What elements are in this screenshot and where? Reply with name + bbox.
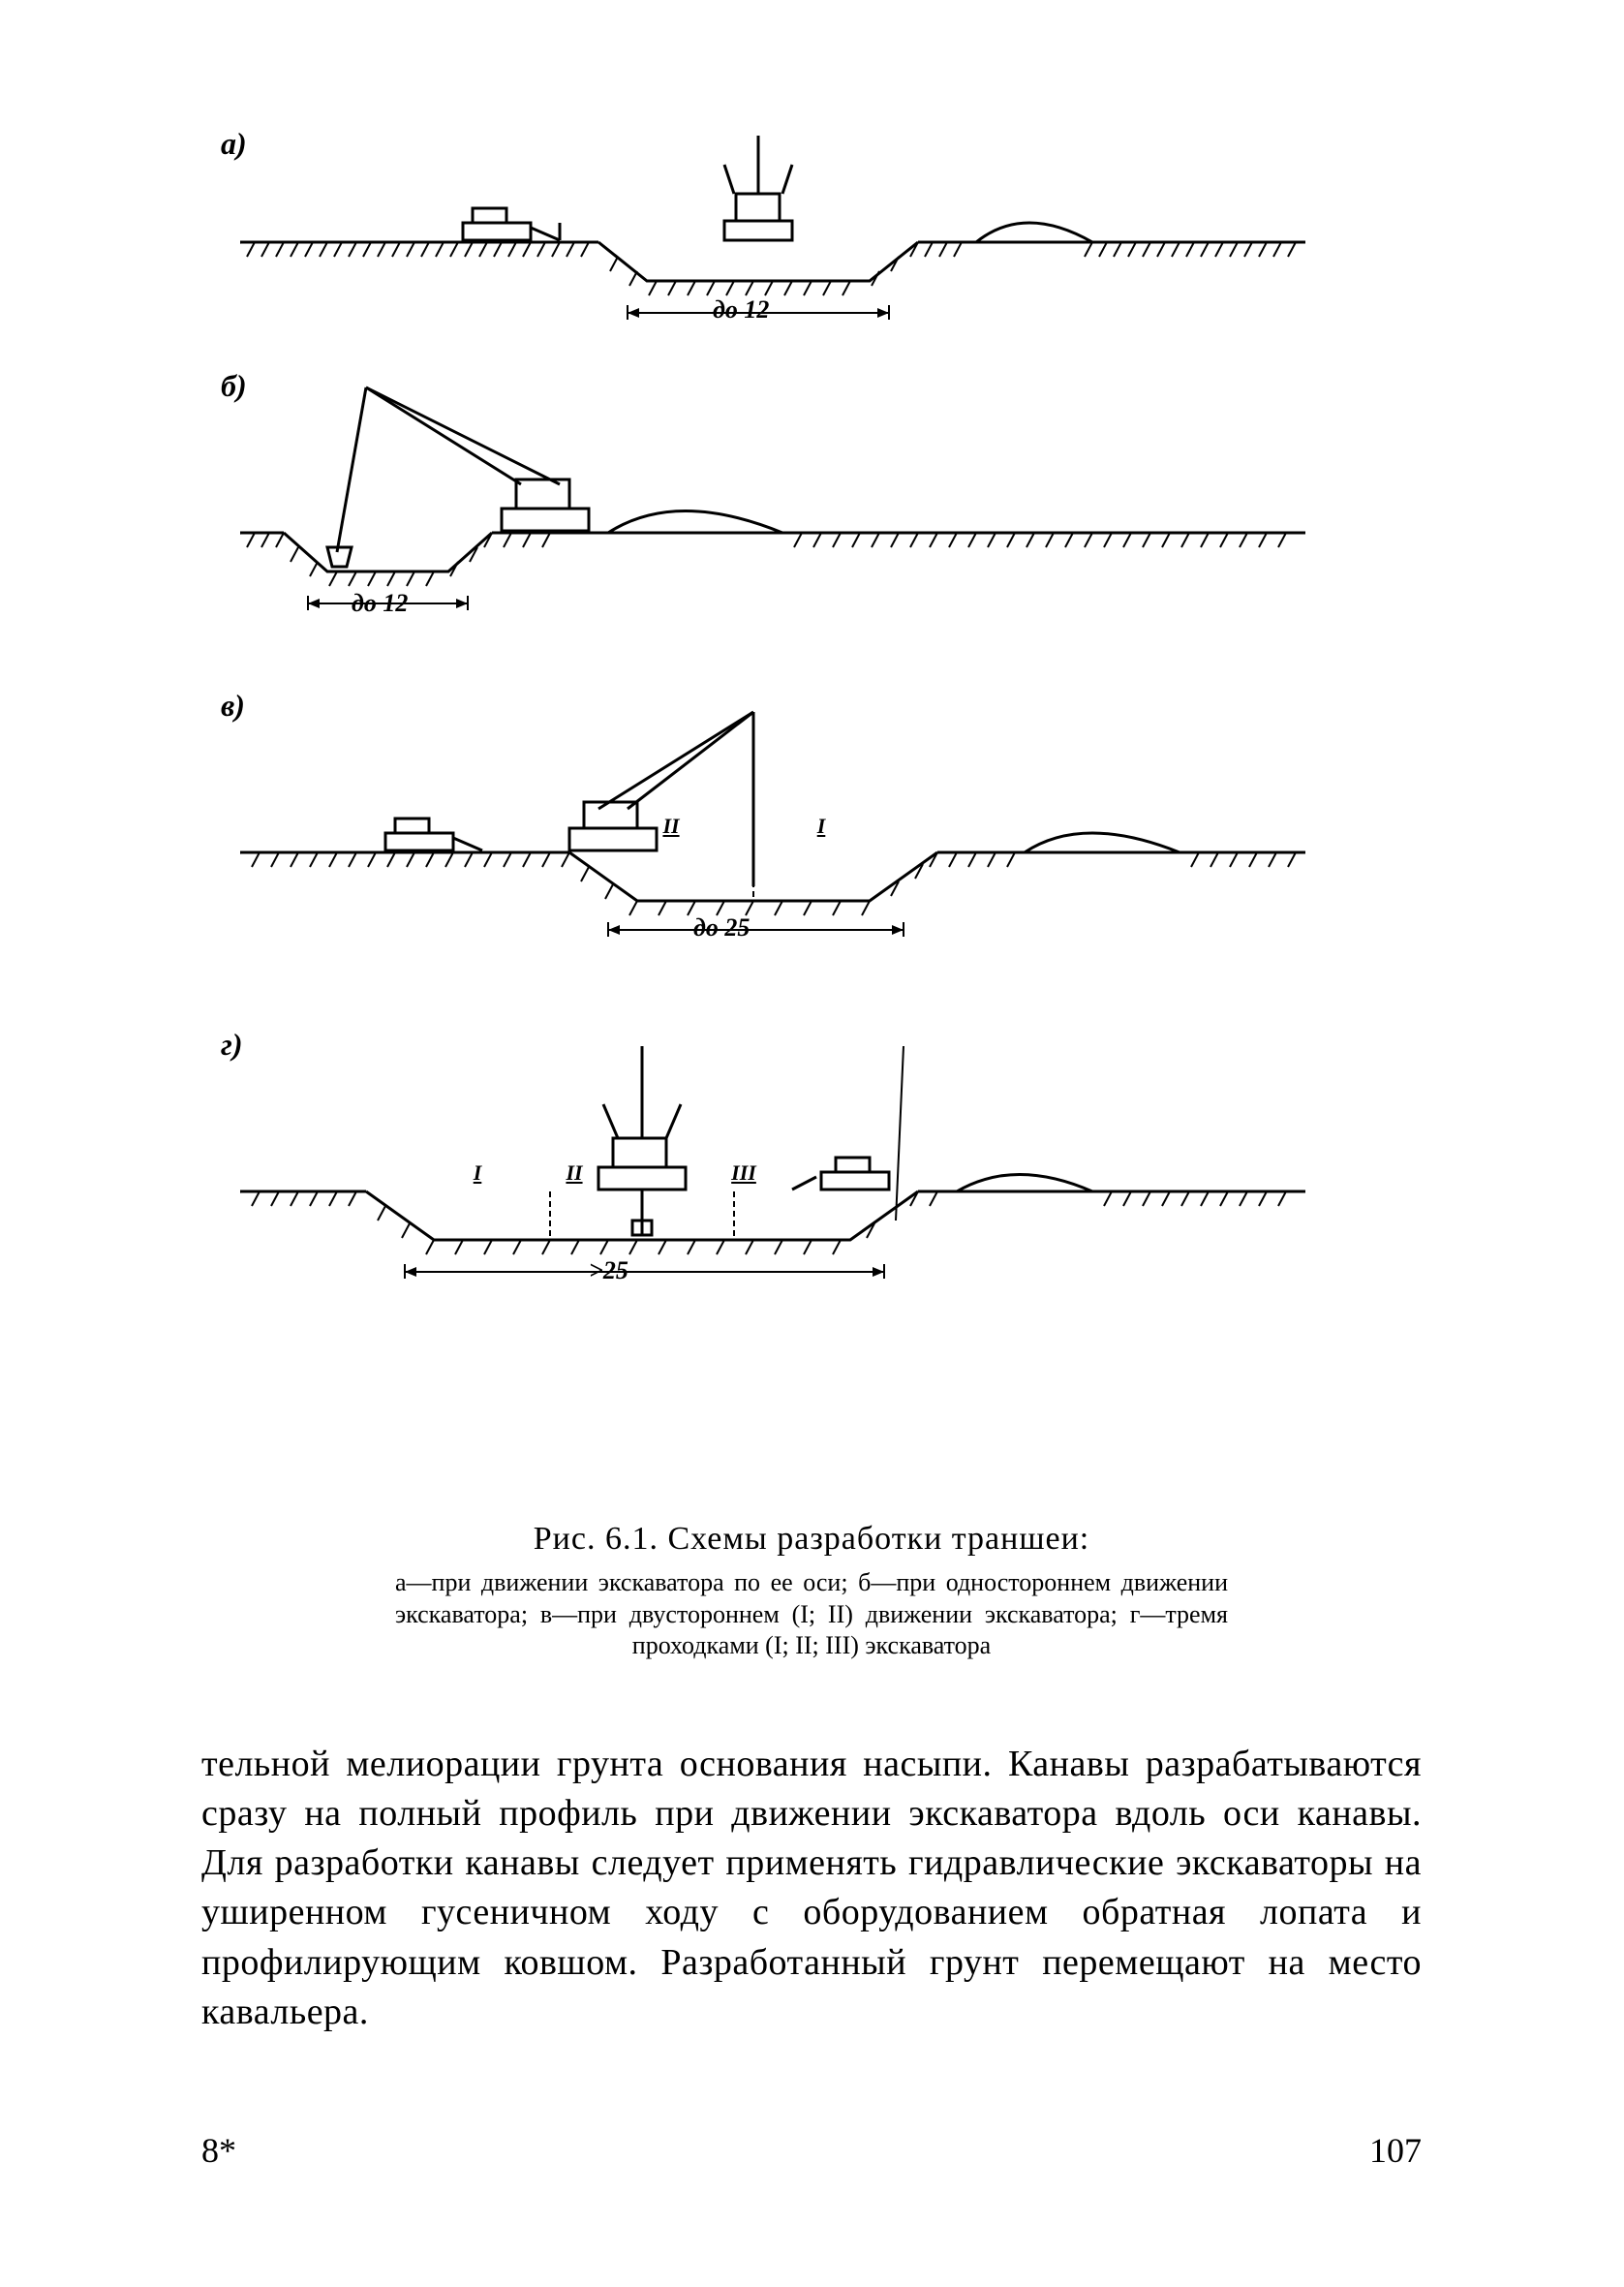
roman-g-1: I	[463, 1160, 492, 1186]
roman-v-2: II	[657, 814, 686, 839]
caption-description: а—при движении экскаватора по ее оси; б—…	[395, 1567, 1228, 1662]
footer-right-page-number: 107	[1369, 2130, 1422, 2171]
body-paragraph: тельной мелиорации грунта основания насы…	[201, 1740, 1422, 2038]
dim-label-b: до 12	[352, 589, 408, 618]
figure-6-1: а)	[201, 126, 1422, 1482]
roman-v-1: I	[807, 814, 836, 839]
figure-caption: Рис. 6.1. Схемы разработки траншеи: а—пр…	[395, 1521, 1228, 1662]
panel-v-drawing	[240, 697, 1305, 959]
caption-title: Рис. 6.1. Схемы разработки траншеи:	[395, 1521, 1228, 1558]
dim-label-g: >25	[589, 1256, 628, 1285]
dim-label-v: до 25	[693, 913, 750, 943]
dim-label-a: до 12	[713, 295, 769, 325]
page: а)	[201, 126, 1422, 2037]
page-footer: 8* 107	[201, 2130, 1422, 2171]
footer-left: 8*	[201, 2130, 236, 2171]
panel-a-drawing	[240, 136, 1305, 329]
panel-g-drawing	[240, 1046, 1305, 1308]
roman-g-2: II	[560, 1160, 589, 1186]
roman-g-3: III	[724, 1160, 763, 1186]
